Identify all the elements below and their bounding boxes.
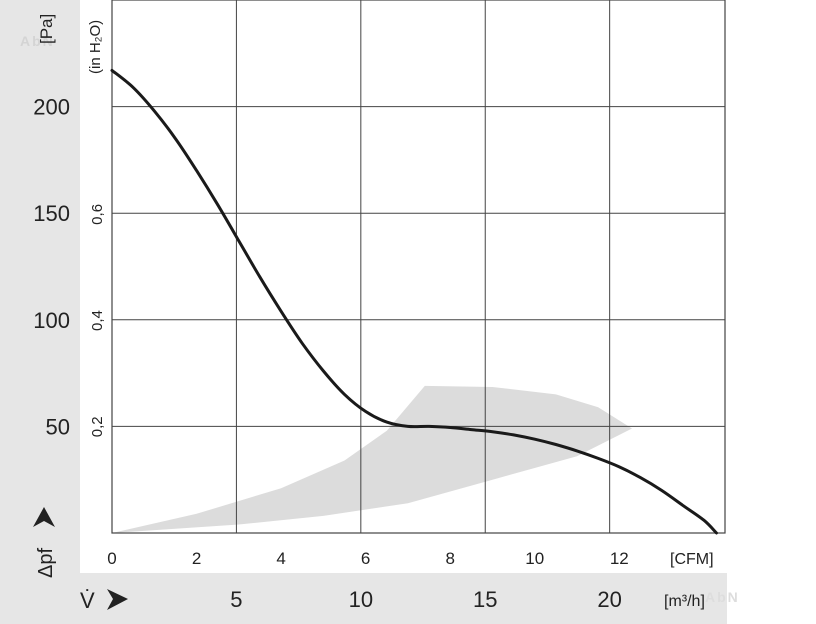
x-tick-cfm-5: 10 bbox=[525, 549, 544, 568]
x-tick-cfm-3: 6 bbox=[361, 549, 370, 568]
y-tick-pa-2: 150 bbox=[33, 201, 70, 226]
watermark-bottom: AbN bbox=[705, 589, 740, 605]
y-unit-inh2o: (in H₂O) bbox=[87, 20, 104, 74]
x-unit-cfm: [CFM] bbox=[670, 551, 714, 568]
y-axis-label-dpf: Δpf bbox=[35, 548, 57, 578]
x-tick-m3h-1: 10 bbox=[349, 587, 373, 612]
plot-frame bbox=[111, 0, 726, 534]
x-tick-cfm-0: 0 bbox=[107, 549, 116, 568]
y-tick-inh2o-1: 0,4 bbox=[89, 310, 106, 331]
x-tick-cfm-4: 8 bbox=[445, 549, 454, 568]
axis-ticks: 50 100 150 200 0,2 0,4 0,6 0 2 4 6 8 10 12 5 10 15 20 bbox=[33, 95, 628, 612]
plot-area bbox=[110, 0, 726, 535]
x-tick-m3h-0: 5 bbox=[230, 587, 242, 612]
y-tick-inh2o-0: 0,2 bbox=[89, 416, 106, 437]
y-tick-pa-0: 50 bbox=[46, 414, 70, 439]
y-tick-pa-3: 200 bbox=[33, 95, 70, 120]
x-tick-cfm-1: 2 bbox=[192, 549, 201, 568]
x-tick-m3h-2: 15 bbox=[473, 587, 497, 612]
x-axis-label-v: V̇ bbox=[80, 588, 95, 613]
x-tick-cfm-2: 4 bbox=[276, 549, 285, 568]
x-axis-arrow-icon bbox=[107, 589, 128, 610]
y-axis-arrow-icon bbox=[33, 507, 55, 527]
x-tick-m3h-3: 20 bbox=[597, 587, 621, 612]
operating-region bbox=[112, 385, 632, 533]
fan-curve-line bbox=[110, 68, 718, 535]
y-tick-inh2o-2: 0,6 bbox=[89, 204, 106, 225]
x-unit-m3h: [m³/h] bbox=[664, 593, 705, 610]
x-tick-cfm-6: 12 bbox=[610, 549, 629, 568]
watermark-top: AbN bbox=[20, 33, 55, 49]
y-unit-pa: [Pa] bbox=[37, 14, 56, 44]
y-tick-pa-1: 100 bbox=[33, 308, 70, 333]
